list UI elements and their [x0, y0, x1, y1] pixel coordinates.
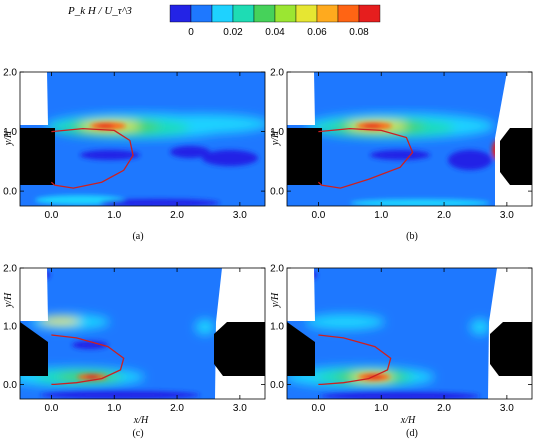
panel-d: 0.0 1.0 2.0 3.0 0.0 1.0 2.0 y/H x/H (d)	[270, 264, 533, 439]
y-tick-label: 1.0	[3, 127, 17, 138]
colorbar-cell	[190, 4, 213, 23]
colorbar: P_k H / U_τ^3 0 0.02 0.04 0.06 0.08	[67, 4, 381, 38]
colorbar-cell	[295, 4, 318, 23]
panel-b: 0.0 1.0 2.0 3.0 0.0 1.0 2.0 y/H (b)	[270, 68, 533, 242]
x-tick-label: 3.0	[500, 403, 514, 414]
colorbar-cell	[253, 4, 276, 23]
y-tick-label: 0.0	[270, 380, 284, 391]
red-contour	[50, 127, 134, 189]
panel-c-frame	[19, 267, 266, 400]
panel-a: 0.0 1.0 2.0 3.0 0.0 1.0 2.0 y/H (a)	[3, 68, 266, 242]
panel-d-axes: 0.0 1.0 2.0 3.0 0.0 1.0 2.0	[270, 264, 532, 414]
panel-d-frame	[286, 267, 533, 400]
panel-b-frame	[286, 71, 533, 207]
panel-c: 0.0 1.0 2.0 3.0 0.0 1.0 2.0 y/H x/H (c)	[3, 264, 266, 439]
colorbar-tick-label: 0.08	[349, 27, 369, 38]
panel-c-caption: (c)	[132, 428, 143, 439]
y-tick-label: 2.0	[3, 264, 17, 275]
colorbar-cell	[358, 4, 381, 23]
colorbar-tick-label: 0.06	[307, 27, 327, 38]
panel-c-axes: 0.0 1.0 2.0 3.0 0.0 1.0 2.0	[3, 264, 265, 414]
x-tick-label: 3.0	[233, 403, 247, 414]
panel-d-caption: (d)	[406, 428, 418, 439]
colorbar-cell	[169, 4, 192, 23]
panel-b-axes: 0.0 1.0 2.0 3.0 0.0 1.0 2.0	[270, 68, 532, 221]
y-tick-label: 1.0	[270, 127, 284, 138]
colorbar-cell	[211, 4, 234, 23]
panel-c-field	[20, 268, 265, 399]
colorbar-tick-label: 0.02	[223, 27, 243, 38]
x-tick-label: 2.0	[170, 403, 184, 414]
y-tick-label: 2.0	[270, 68, 284, 79]
panel-d-field	[287, 268, 532, 399]
x-tick-label: 1.0	[374, 210, 388, 221]
x-tick-label: 1.0	[374, 403, 388, 414]
panel-d-ylabel: y/H	[270, 292, 281, 308]
y-tick-label: 0.0	[3, 380, 17, 391]
colorbar-cell	[316, 4, 339, 23]
red-contour	[318, 334, 392, 386]
y-tick-label: 1.0	[270, 322, 284, 333]
x-tick-label: 0.0	[44, 403, 58, 414]
colorbar-tick-labels: 0 0.02 0.04 0.06 0.08	[188, 27, 369, 38]
colorbar-tick-label: 0.04	[265, 27, 285, 38]
panel-a-ylabel: y/H	[3, 130, 14, 146]
panel-a-axes: 0.0 1.0 2.0 3.0 0.0 1.0 2.0	[3, 68, 265, 221]
panel-c-xlabel: x/H	[133, 415, 149, 426]
panel-a-frame	[19, 71, 266, 207]
colorbar-cell	[337, 4, 360, 23]
colorbar-cells	[169, 4, 381, 23]
x-tick-label: 0.0	[311, 210, 325, 221]
y-tick-label: 0.0	[270, 187, 284, 198]
x-tick-label: 2.0	[437, 210, 451, 221]
x-tick-label: 0.0	[44, 210, 58, 221]
panel-a-field	[20, 72, 265, 206]
x-tick-label: 2.0	[437, 403, 451, 414]
panel-a-caption: (a)	[132, 231, 143, 242]
panel-b-ylabel: y/H	[270, 130, 281, 146]
colorbar-cell	[232, 4, 255, 23]
x-tick-label: 3.0	[233, 210, 247, 221]
y-tick-label: 0.0	[3, 187, 17, 198]
panel-b-field	[287, 72, 532, 206]
colorbar-title: P_k H / U_τ^3	[67, 5, 132, 17]
panel-c-ylabel: y/H	[3, 292, 14, 308]
x-tick-label: 1.0	[107, 403, 121, 414]
y-tick-label: 2.0	[270, 264, 284, 275]
red-contour	[51, 334, 125, 386]
x-tick-label: 3.0	[500, 210, 514, 221]
x-tick-label: 1.0	[107, 210, 121, 221]
panel-b-caption: (b)	[406, 231, 418, 242]
colorbar-cell	[274, 4, 297, 23]
red-contour	[317, 127, 414, 189]
x-tick-label: 2.0	[170, 210, 184, 221]
colorbar-tick-label: 0	[188, 27, 194, 38]
y-tick-label: 1.0	[3, 322, 17, 333]
y-tick-label: 2.0	[3, 68, 17, 79]
panel-d-xlabel: x/H	[400, 415, 416, 426]
x-tick-label: 0.0	[311, 403, 325, 414]
